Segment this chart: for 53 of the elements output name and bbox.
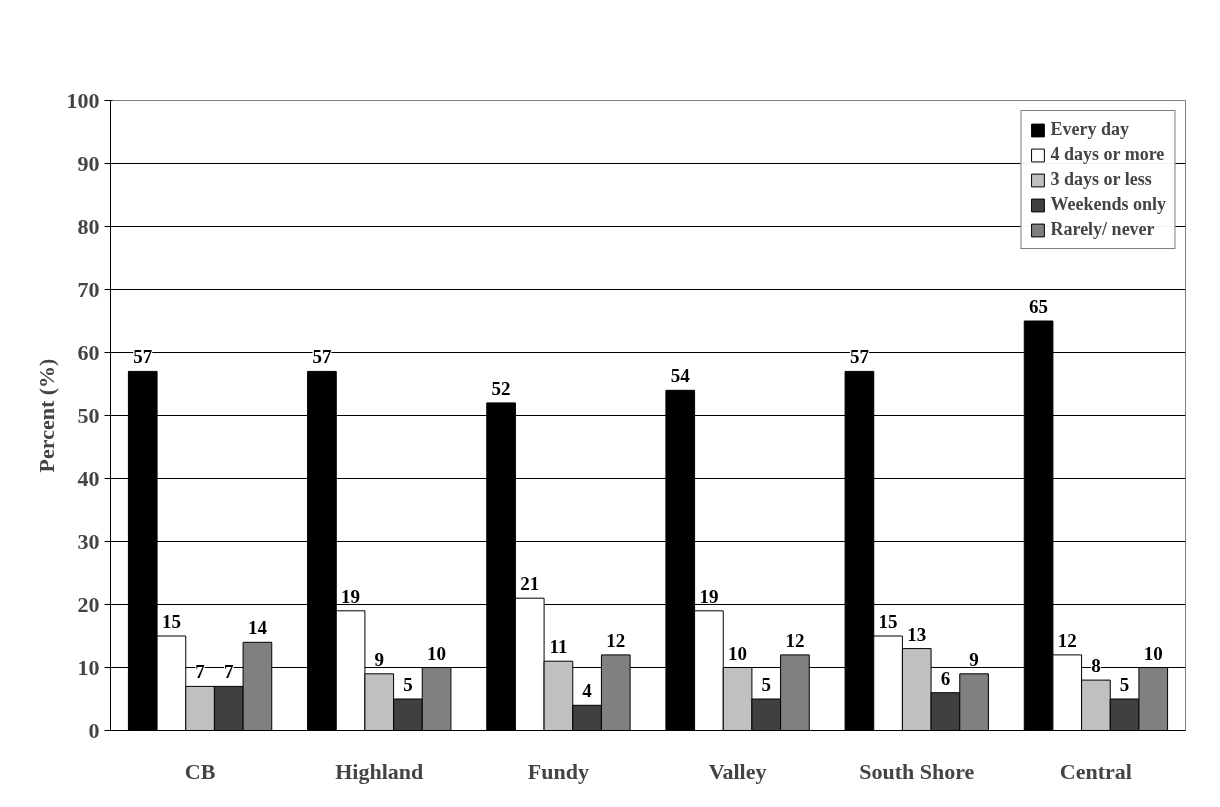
- data-label: 15: [161, 611, 181, 632]
- data-label: 5: [403, 674, 413, 695]
- data-label: 15: [878, 611, 898, 632]
- x-tick-label: Valley: [708, 758, 767, 784]
- data-label: 65: [1029, 296, 1049, 317]
- data-label: 57: [849, 346, 870, 368]
- x-tick-label: Highland: [335, 758, 424, 784]
- y-tick-label: 90: [77, 150, 100, 176]
- y-tick-label: 20: [77, 591, 100, 617]
- legend-label: Weekends only: [1050, 194, 1166, 215]
- data-label: 57: [312, 346, 332, 368]
- data-label: 13: [907, 623, 927, 645]
- y-tick-label: 100: [66, 87, 100, 113]
- data-label: 52: [491, 377, 511, 399]
- legend-label: Rarely/ never: [1050, 219, 1155, 240]
- data-label: 12: [1057, 629, 1077, 651]
- data-label: 9: [969, 648, 979, 670]
- data-label: 10: [427, 642, 447, 664]
- data-label: 8: [1091, 655, 1101, 677]
- legend-label: 4 days or more: [1050, 144, 1165, 165]
- data-label: 11: [549, 636, 568, 658]
- y-tick-label: 30: [77, 528, 100, 554]
- data-label: 4: [582, 680, 593, 702]
- legend-label: Every day: [1050, 119, 1129, 140]
- data-label: 19: [699, 585, 719, 607]
- data-label: 54: [670, 365, 691, 387]
- data-label: 21: [520, 573, 540, 595]
- data-label: 6: [940, 667, 951, 689]
- data-label: 7: [195, 661, 206, 683]
- y-tick-label: 70: [77, 276, 100, 302]
- data-label: 10: [1143, 642, 1163, 664]
- y-tick-label: 10: [77, 654, 100, 680]
- data-label: 7: [224, 661, 234, 683]
- data-label: 12: [785, 629, 805, 651]
- y-axis-title: Percent (%): [33, 358, 59, 473]
- x-tick-label: CB: [184, 758, 216, 784]
- data-label: 57: [133, 346, 153, 368]
- data-label: 19: [341, 585, 361, 607]
- y-tick-label: 50: [77, 402, 100, 428]
- y-tick-label: 60: [77, 339, 100, 365]
- x-tick-label: South Shore: [859, 758, 975, 784]
- data-label: 5: [761, 674, 771, 695]
- y-tick-label: 40: [77, 465, 100, 491]
- data-label: 10: [728, 642, 748, 664]
- x-tick-label: Central: [1059, 758, 1132, 784]
- y-tick-label: 0: [88, 717, 100, 743]
- x-tick-label: Fundy: [527, 758, 589, 784]
- data-label: 9: [374, 648, 384, 670]
- y-tick-label: 80: [77, 213, 100, 239]
- data-label: 5: [1119, 674, 1130, 695]
- legend-label: 3 days or less: [1050, 169, 1152, 190]
- data-label: 12: [606, 629, 626, 651]
- data-label: 14: [247, 617, 268, 639]
